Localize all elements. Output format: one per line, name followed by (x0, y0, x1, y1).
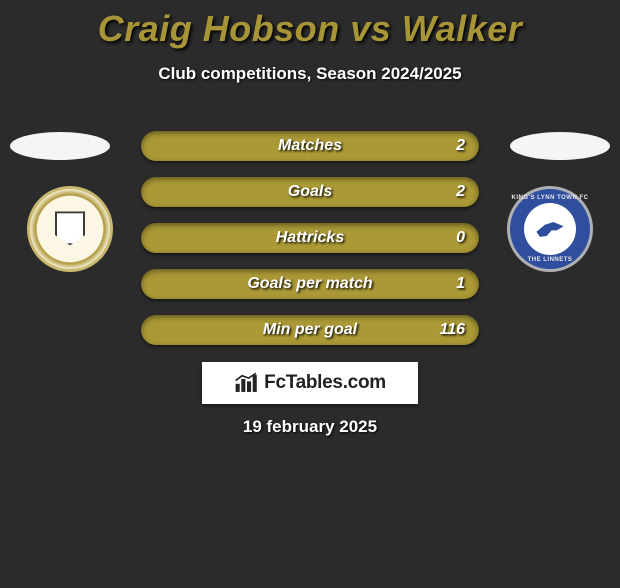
stat-bar: Matches 2 (141, 131, 479, 161)
page-date: 19 february 2025 (0, 417, 620, 437)
crest-bottom-text: THE LINNETS (510, 257, 590, 263)
stat-bar-value: 1 (456, 269, 465, 299)
stat-bar-value: 2 (456, 177, 465, 207)
stat-bar-label: Goals (141, 177, 479, 207)
page-subtitle: Club competitions, Season 2024/2025 (0, 64, 620, 84)
stat-bar-value: 116 (439, 315, 465, 345)
player-marker-right (510, 132, 610, 160)
club-crest-right: KING'S LYNN TOWN FC THE LINNETS (507, 186, 593, 272)
stat-bar-value: 0 (456, 223, 465, 253)
stat-bar-label: Min per goal (141, 315, 479, 345)
stat-bars: Matches 2 Goals 2 Hattricks 0 Goals per … (141, 131, 479, 361)
brand-box: FcTables.com (202, 362, 418, 404)
stat-bar: Goals per match 1 (141, 269, 479, 299)
club-crest-left (27, 186, 113, 272)
bars-chart-icon (234, 372, 260, 394)
stat-bar-label: Hattricks (141, 223, 479, 253)
brand-text: FcTables.com (264, 372, 386, 394)
player-marker-left (10, 132, 110, 160)
stat-bar-label: Goals per match (141, 269, 479, 299)
page-title: Craig Hobson vs Walker (0, 8, 620, 50)
stat-bar-label: Matches (141, 131, 479, 161)
stat-bar-value: 2 (456, 131, 465, 161)
stat-bar: Min per goal 116 (141, 315, 479, 345)
stat-bar: Hattricks 0 (141, 223, 479, 253)
crest-top-text: KING'S LYNN TOWN FC (510, 195, 590, 201)
stat-bar: Goals 2 (141, 177, 479, 207)
